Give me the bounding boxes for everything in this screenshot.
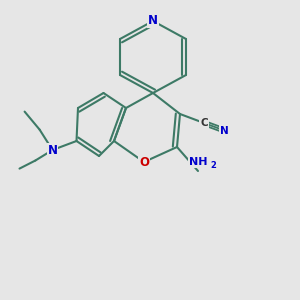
- Text: N: N: [148, 14, 158, 28]
- Text: N: N: [220, 125, 229, 136]
- Text: O: O: [139, 155, 149, 169]
- Text: N: N: [47, 143, 58, 157]
- Text: NH: NH: [189, 158, 207, 167]
- Text: C: C: [200, 118, 208, 128]
- Text: 2: 2: [210, 161, 216, 170]
